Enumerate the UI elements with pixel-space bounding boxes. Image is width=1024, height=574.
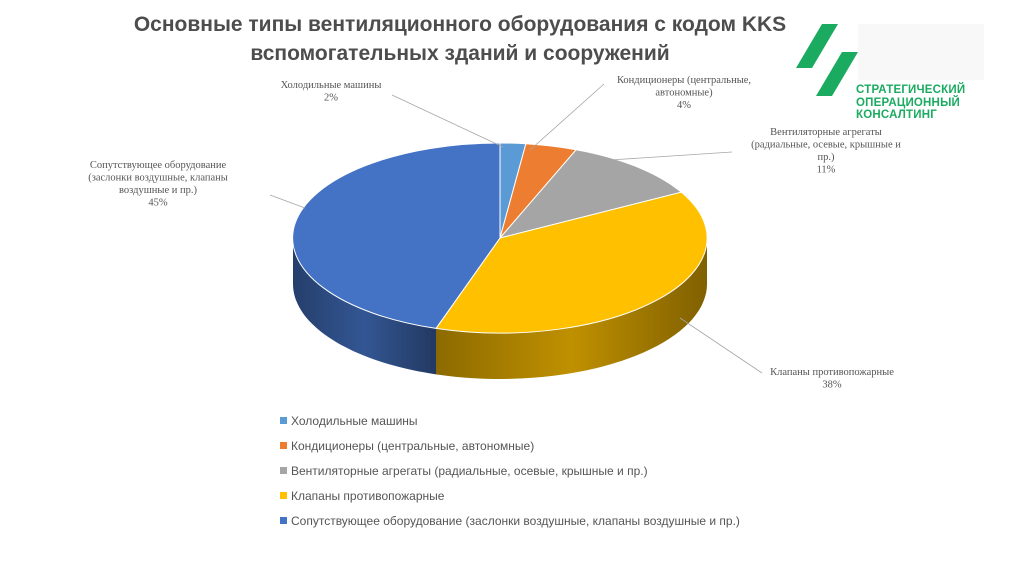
logo-line: ОПЕРАЦИОННЫЙ xyxy=(856,96,960,109)
legend-item: Холодильные машины xyxy=(280,414,740,439)
legend-label: Клапаны противопожарные xyxy=(291,489,445,503)
pie-slice xyxy=(498,149,683,239)
legend-item: Сопутствующее оборудование (заслонки воз… xyxy=(280,514,740,539)
data-label: Вентиляторные агрегаты (радиальные, осевы… xyxy=(751,127,901,176)
label-leader-line xyxy=(679,317,763,374)
legend-label: Сопутствующее оборудование (заслонки воз… xyxy=(291,514,740,528)
legend-item: Клапаны противопожарные xyxy=(280,489,740,514)
label-leader-line xyxy=(529,83,605,151)
pie-slice xyxy=(292,142,501,329)
legend-label: Холодильные машины xyxy=(291,414,418,428)
company-logo-icon xyxy=(796,24,984,96)
label-leader-line xyxy=(609,151,733,161)
legend-swatch xyxy=(280,517,287,524)
data-label: Кондиционеры (центральные, автономные) 4% xyxy=(617,75,751,111)
legend-label: Вентиляторные агрегаты (радиальные, осев… xyxy=(291,464,648,478)
logo-line: СТРАТЕГИЧЕСКИЙ xyxy=(856,84,966,96)
legend-swatch xyxy=(280,467,287,474)
data-label: Сопутствующее оборудование (заслонки возд… xyxy=(88,160,228,209)
pie-slice-side xyxy=(293,238,436,375)
chart-title: Основные типы вентиляционного оборудован… xyxy=(133,13,787,65)
legend-swatch xyxy=(280,442,287,449)
pie-sides xyxy=(293,238,707,379)
pie-slice xyxy=(435,191,708,334)
label-leader-line xyxy=(269,194,306,209)
chart-legend: Холодильные машины Кондиционеры (централ… xyxy=(280,414,740,539)
legend-swatch xyxy=(280,417,287,424)
legend-item: Кондиционеры (центральные, автономные) xyxy=(280,439,740,464)
logo-text: СТРАТЕГИЧЕСКИЙ ОПЕРАЦИОННЫЙ КОНСАЛТИНГ xyxy=(856,84,965,122)
label-leader-line xyxy=(391,94,504,148)
legend-swatch xyxy=(280,492,287,499)
legend-item: Вентиляторные агрегаты (радиальные, осев… xyxy=(280,464,740,489)
data-label: Холодильные машины 2% xyxy=(281,80,382,104)
data-label: Клапаны противопожарные 38% xyxy=(770,367,894,391)
logo-line: КОНСАЛТИНГ xyxy=(856,109,937,121)
legend-label: Кондиционеры (центральные, автономные) xyxy=(291,439,535,453)
pie-slice-side xyxy=(436,238,707,379)
